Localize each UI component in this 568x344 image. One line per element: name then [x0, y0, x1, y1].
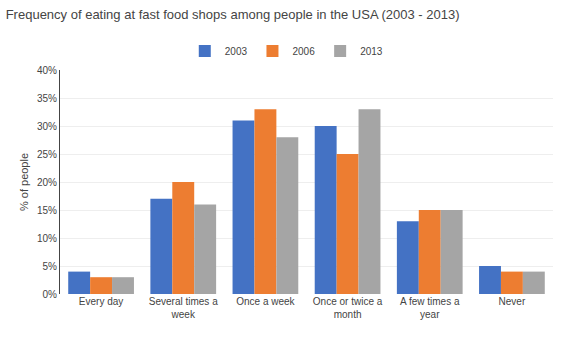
- svg-text:Every day: Every day: [79, 296, 123, 307]
- svg-text:20%: 20%: [37, 177, 57, 188]
- svg-text:% of people: % of people: [18, 153, 30, 211]
- svg-text:Once a week: Once a week: [236, 296, 295, 307]
- svg-text:Once or twice amonth: Once or twice amonth: [313, 296, 383, 320]
- svg-text:30%: 30%: [37, 121, 57, 132]
- svg-text:2003: 2003: [225, 46, 248, 57]
- svg-text:A few times ayear: A few times ayear: [400, 296, 460, 320]
- svg-text:40%: 40%: [37, 65, 57, 76]
- svg-text:10%: 10%: [37, 233, 57, 244]
- svg-text:Several times aweek: Several times aweek: [149, 296, 218, 320]
- svg-text:2006: 2006: [292, 46, 315, 57]
- svg-text:0%: 0%: [43, 289, 58, 300]
- svg-text:Frequency of eating at fast fo: Frequency of eating at fast food shops a…: [6, 7, 460, 22]
- svg-text:15%: 15%: [37, 205, 57, 216]
- svg-text:35%: 35%: [37, 93, 57, 104]
- svg-text:5%: 5%: [43, 261, 58, 272]
- svg-text:Never: Never: [499, 296, 526, 307]
- svg-text:2013: 2013: [360, 46, 383, 57]
- svg-text:25%: 25%: [37, 149, 57, 160]
